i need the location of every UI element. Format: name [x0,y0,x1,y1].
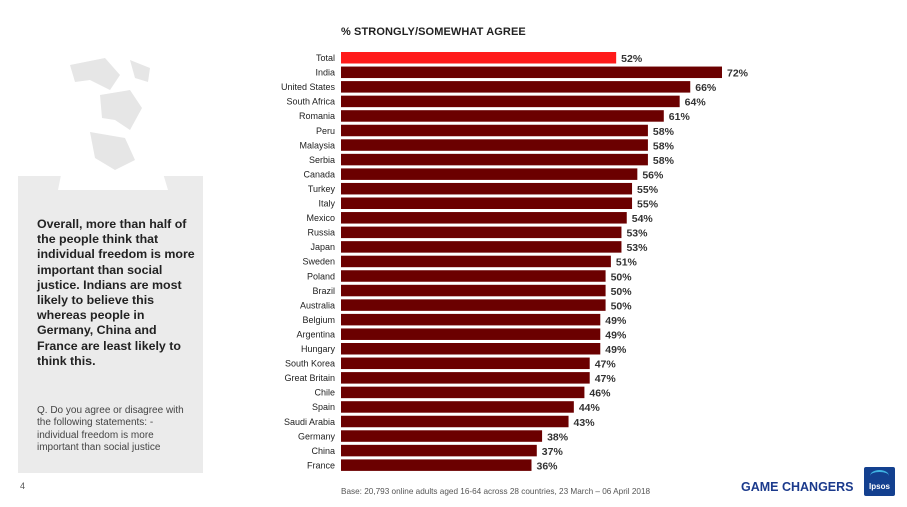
bar [341,357,590,370]
value-label: 55% [637,199,659,211]
bar [341,124,648,137]
category-label: Brazil [312,286,335,296]
page-number: 4 [20,481,26,491]
value-label: 47% [595,373,617,385]
value-label: 53% [626,228,648,240]
value-label: 49% [605,315,627,327]
bar [341,415,569,428]
value-label: 72% [727,68,749,80]
bar [341,343,601,355]
value-label: 44% [579,402,601,414]
logo-text: Ipsos [869,482,890,491]
category-label: Spain [312,402,335,412]
summary-text: Overall, more than half of the people th… [37,217,195,368]
bar [341,430,543,442]
category-label: Canada [303,169,335,179]
category-label: South Africa [286,97,335,107]
value-label: 49% [605,344,627,356]
value-label: 56% [642,169,664,181]
value-label: 64% [685,97,707,109]
bar [341,66,722,79]
ipsos-logo: Ipsos [864,467,895,496]
category-label: Romania [299,111,335,121]
category-label: Japan [310,242,335,252]
category-label: Germany [298,431,336,441]
bar [341,212,627,224]
category-label: Sweden [302,257,335,267]
bar [341,81,691,93]
bar [341,444,537,457]
bar [341,284,606,297]
bar [341,52,617,64]
category-label: Argentina [296,329,335,339]
category-label: Hungary [301,344,336,354]
category-label: Russia [307,228,335,238]
logo-swoosh-icon [870,470,889,482]
category-label: United States [281,82,336,92]
summary-panel [18,176,203,473]
bar [341,182,633,195]
value-label: 58% [653,155,675,167]
category-label: Saudi Arabia [284,417,335,427]
category-label: Belgium [302,315,335,325]
bar [341,459,532,471]
value-label: 51% [616,257,638,269]
value-label: 50% [611,271,633,283]
bar [341,139,648,151]
value-label: 61% [669,111,691,123]
value-label: 46% [589,388,611,400]
value-label: 49% [605,329,627,341]
category-label: France [307,460,335,470]
category-label: China [311,446,335,456]
value-label: 53% [626,242,648,254]
value-label: 55% [637,184,659,196]
value-label: 58% [653,140,675,152]
bar [341,270,606,282]
bar [341,313,601,326]
bar [341,110,664,122]
category-label: Total [316,53,335,63]
category-label: Italy [318,199,335,209]
bar [341,226,622,239]
question-text: Q. Do you agree or disagree with the fol… [37,405,184,453]
value-label: 52% [621,53,643,65]
bar [341,95,680,108]
category-label: Serbia [309,155,335,165]
value-label: 66% [695,82,717,94]
chart-title: % STRONGLY/SOMEWHAT AGREE [341,26,526,38]
value-label: 54% [632,213,654,225]
category-label: Mexico [306,213,335,223]
value-label: 47% [595,359,617,371]
category-label: South Korea [285,359,335,369]
category-label: Great Britain [284,373,335,383]
bar [341,241,622,253]
bar [341,255,611,268]
category-label: Chile [314,388,335,398]
value-label: 58% [653,126,675,138]
value-label: 38% [547,431,569,443]
category-label: Poland [307,271,335,281]
category-label: Malaysia [299,140,335,150]
value-label: 43% [574,417,596,429]
value-label: 50% [611,300,633,312]
value-label: 50% [611,286,633,298]
tagline: GAME CHANGERS [741,480,854,494]
category-label: Turkey [308,184,336,194]
base-note: Base: 20,793 online adults aged 16-64 ac… [341,487,651,496]
value-label: 37% [542,446,564,458]
bar [341,328,601,340]
bar [341,153,648,166]
bar [341,401,574,413]
value-label: 36% [537,460,559,472]
bar [341,168,638,180]
bar [341,386,585,399]
bar [341,299,606,311]
bar [341,372,590,384]
bar [341,197,633,209]
category-label: Peru [316,126,335,136]
category-label: Australia [300,300,335,310]
portrait-icon [40,40,170,190]
category-label: India [315,68,335,78]
